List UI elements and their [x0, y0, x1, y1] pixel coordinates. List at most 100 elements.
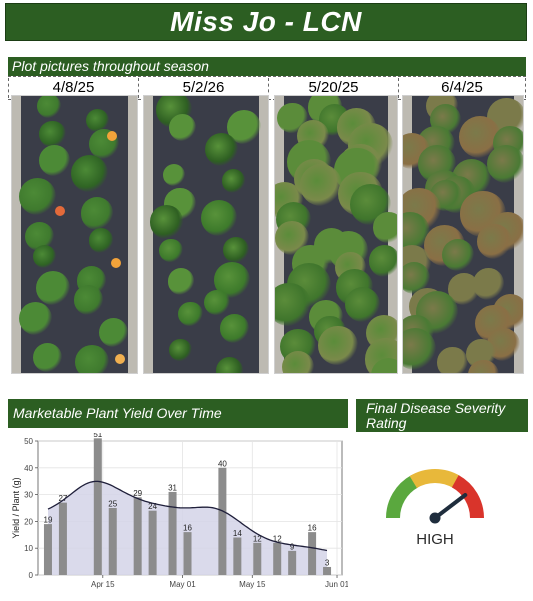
plant-foliage	[19, 177, 57, 215]
bar	[168, 491, 177, 575]
plant-foliage	[318, 325, 358, 365]
plant-foliage	[18, 302, 52, 336]
y-tick-label: 20	[24, 517, 33, 526]
bar	[253, 542, 262, 575]
bar	[43, 524, 52, 575]
disease-gauge: HIGH	[375, 460, 495, 555]
plant-foliage	[215, 357, 243, 373]
photo-date-label: 5/2/26	[138, 78, 268, 98]
plant-foliage	[88, 228, 114, 253]
plant-foliage	[39, 144, 71, 176]
plot-photo	[402, 95, 524, 374]
plant-foliage	[403, 327, 437, 370]
photos-section-header: Plot pictures throughout season	[8, 57, 526, 76]
bed-edge	[128, 96, 137, 373]
plant-foliage	[167, 268, 195, 295]
disease-section-title-line2: Rating	[366, 415, 407, 431]
plant-foliage	[177, 301, 203, 327]
photo-date-label: 4/8/25	[8, 78, 138, 98]
gauge-mid-segment	[409, 469, 461, 489]
plant-foliage	[149, 205, 184, 239]
plant-foliage	[73, 285, 103, 315]
bar-value-label: 14	[233, 529, 242, 538]
plant-foliage	[468, 359, 499, 373]
y-tick-label: 40	[24, 464, 33, 473]
plant-foliage	[159, 238, 183, 263]
plant-foliage	[75, 344, 110, 373]
bar-value-label: 9	[290, 542, 295, 551]
bar-value-label: 3	[325, 558, 330, 567]
yield-chart: 19 27 51 25 29 24 31 16 40 14 12 12 9 16 3 0 10 20 30 40 50 A…	[8, 430, 350, 596]
bar	[148, 510, 157, 575]
bar	[133, 497, 142, 575]
photo-date-label: 5/20/25	[268, 78, 398, 98]
bar-value-label: 16	[183, 524, 192, 533]
plant-foliage	[370, 358, 397, 373]
disease-rating-label: HIGH	[416, 531, 454, 548]
gauge-hub	[429, 512, 441, 524]
bar-value-label: 12	[273, 534, 282, 543]
plant-foliage	[373, 212, 397, 243]
bar-value-label: 16	[308, 524, 317, 533]
plant-foliage	[39, 120, 66, 148]
plant-foliage	[220, 314, 249, 343]
plant-foliage	[368, 245, 397, 277]
plant-foliage	[281, 351, 314, 373]
plant-foliage	[99, 318, 129, 348]
bar	[218, 467, 227, 575]
bar-value-label: 19	[44, 516, 53, 525]
bar	[108, 508, 117, 575]
y-tick-label: 10	[24, 544, 33, 553]
disease-section-title-line1: Final Disease Severity	[366, 400, 506, 416]
plant-foliage	[437, 347, 468, 373]
plant-foliage	[162, 163, 186, 186]
bar	[93, 438, 102, 575]
x-tick-label: May 15	[239, 580, 266, 589]
berry	[55, 206, 65, 216]
y-tick-label: 0	[29, 571, 34, 580]
plant-foliage	[477, 223, 513, 259]
plant-foliage	[70, 155, 108, 193]
plant-foliage	[32, 342, 63, 372]
plant-foliage	[486, 144, 523, 184]
header-banner: Miss Jo - LCN	[5, 3, 527, 41]
berry	[115, 354, 125, 364]
bar	[308, 532, 317, 575]
bar	[273, 542, 282, 575]
bar	[58, 502, 67, 575]
bed-edge	[259, 96, 268, 373]
plant-foliage	[37, 96, 62, 119]
yield-section-title: Marketable Plant Yield Over Time	[13, 405, 222, 421]
plot-photo	[143, 95, 269, 374]
y-axis-label: Yield / Plant (g)	[11, 477, 21, 538]
y-tick-label: 50	[24, 437, 33, 446]
bar	[233, 537, 242, 575]
bar-value-label: 25	[108, 500, 117, 509]
plant-foliage	[204, 289, 231, 316]
yield-section-header: Marketable Plant Yield Over Time	[8, 399, 348, 428]
x-tick-label: May 01	[169, 580, 196, 589]
plant-foliage	[222, 237, 249, 263]
gauge-needle	[433, 492, 468, 520]
plant-foliage	[441, 239, 474, 272]
bar-value-label: 27	[58, 494, 67, 503]
bar	[323, 566, 332, 575]
page-title: Miss Jo - LCN	[170, 6, 362, 37]
plant-foliage	[201, 199, 238, 237]
gauge-low-segment	[386, 475, 419, 519]
photo-date-label: 6/4/25	[398, 78, 526, 98]
bar-value-label: 12	[253, 534, 262, 543]
bar-value-label: 29	[133, 489, 142, 498]
plant-foliage	[86, 108, 110, 133]
plant-foliage	[35, 270, 70, 305]
bar	[183, 532, 192, 575]
y-tick-label: 30	[24, 491, 33, 500]
x-tick-label: Apr 15	[91, 580, 115, 589]
berry	[107, 131, 117, 141]
bar-value-label: 40	[218, 459, 227, 468]
bar-value-label: 51	[93, 433, 102, 439]
plant-foliage	[221, 169, 246, 193]
plant-foliage	[33, 244, 57, 268]
plant-foliage	[205, 132, 239, 166]
